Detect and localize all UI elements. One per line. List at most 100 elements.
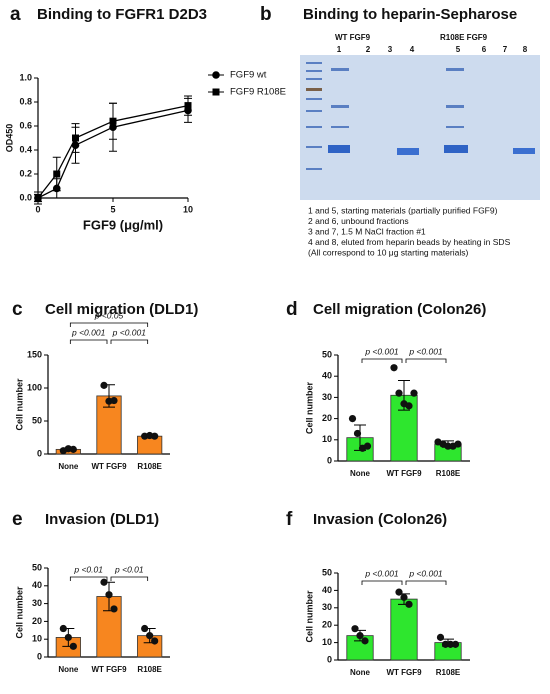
p-value: p <0.01 — [114, 564, 144, 574]
y-tick-label: 0 — [327, 654, 332, 664]
bracket — [405, 580, 447, 585]
lane-label: 8 — [523, 45, 528, 54]
y-tick-label: 0.4 — [19, 144, 32, 154]
y-tick-label: 10 — [322, 434, 332, 444]
y-axis-label: Cell number — [304, 382, 314, 435]
p-value: p <0.05 — [94, 310, 124, 320]
panel-label: b — [260, 4, 272, 25]
bracket — [110, 576, 149, 581]
y-tick-label: 0 — [327, 455, 332, 465]
gel-legend: (All correspond to 10 μg starting materi… — [308, 247, 468, 257]
y-tick-label: 40 — [32, 580, 42, 590]
data-point — [146, 632, 154, 640]
chart-title: Cell migration (Colon26) — [313, 301, 486, 318]
data-point — [151, 432, 159, 440]
point — [53, 170, 61, 178]
data-point — [390, 364, 398, 372]
x-tick-label: WT FGF9 — [91, 462, 127, 471]
data-point — [59, 624, 67, 633]
data-point — [405, 600, 413, 608]
legend-label: FGF9 R108E — [230, 87, 286, 98]
gel-title: Binding to heparin-Sepharose — [303, 6, 517, 23]
data-point — [395, 389, 403, 397]
lane-label: 5 — [456, 45, 461, 54]
data-point — [100, 578, 108, 586]
data-point — [363, 442, 372, 450]
x-tick-label: R108E — [137, 462, 162, 471]
y-axis-label: Cell number — [14, 378, 24, 431]
p-value: p <0.001 — [112, 327, 147, 337]
point — [34, 194, 42, 202]
gel-legend: 3 and 7, 1.5 M NaCl fraction #1 — [308, 226, 426, 236]
p-value: p <0.001 — [364, 568, 399, 578]
x-tick-label: WT FGF9 — [386, 668, 422, 677]
x-tick-label: None — [350, 668, 371, 677]
bracket — [361, 580, 403, 585]
chart-title: Binding to FGFR1 D2D3 — [37, 6, 207, 23]
data-point — [151, 637, 159, 645]
data-point — [446, 640, 455, 648]
panel-label: a — [10, 4, 21, 25]
legend-label: FGF9 wt — [230, 70, 267, 81]
y-tick-label: 50 — [322, 567, 332, 577]
x-tick-label: None — [58, 462, 79, 471]
y-tick-label: 100 — [27, 382, 42, 392]
gel-legend: 2 and 6, unbound fractions — [308, 216, 409, 226]
y-tick-label: 0 — [37, 651, 42, 661]
y-tick-label: 10 — [322, 637, 332, 647]
p-value: p <0.001 — [408, 568, 443, 578]
panel-label: f — [286, 509, 293, 530]
x-tick-label: R108E — [137, 665, 162, 674]
x-tick-label: None — [58, 665, 79, 674]
y-tick-label: 0.8 — [19, 96, 32, 106]
y-tick-label: 10 — [32, 634, 42, 644]
y-tick-label: 20 — [322, 413, 332, 423]
panel-label: e — [12, 509, 23, 530]
data-point — [64, 633, 72, 642]
panel-label: c — [12, 299, 23, 320]
y-tick-label: 40 — [322, 371, 332, 381]
data-point — [100, 381, 108, 389]
x-tick-label: WT FGF9 — [386, 469, 422, 478]
lane-label: 6 — [482, 45, 487, 54]
y-tick-label: 40 — [322, 585, 332, 595]
bracket — [69, 322, 149, 327]
panel-label: d — [286, 299, 298, 320]
gel-legend: 4 and 8, eluted from heparin beads by he… — [308, 237, 511, 247]
y-axis-label: Cell number — [304, 590, 314, 643]
bar — [390, 598, 418, 661]
chart-title: Cell migration (DLD1) — [45, 301, 198, 318]
y-tick-label: 30 — [322, 602, 332, 612]
point — [72, 134, 79, 142]
x-tick-label: 5 — [110, 204, 115, 214]
y-tick-label: 20 — [322, 620, 332, 630]
y-tick-label: 0.6 — [19, 120, 32, 130]
gel-image — [300, 55, 540, 200]
data-point — [353, 429, 362, 438]
bracket — [405, 358, 447, 363]
data-point — [351, 625, 359, 633]
y-tick-label: 0 — [37, 448, 42, 458]
y-tick-label: 50 — [32, 415, 42, 425]
data-point — [410, 389, 418, 397]
lane-label: 7 — [503, 45, 508, 54]
p-value: p <0.01 — [73, 564, 103, 574]
gel-group: R108E FGF9 — [440, 33, 488, 42]
p-value: p <0.001 — [408, 346, 443, 356]
p-value: p <0.001 — [71, 327, 106, 337]
data-point — [356, 632, 364, 640]
y-tick-label: 20 — [32, 616, 42, 626]
data-point — [141, 624, 149, 633]
lane-label: 1 — [337, 45, 342, 54]
data-point — [69, 642, 77, 650]
bracket — [361, 358, 403, 363]
data-point — [454, 440, 462, 448]
point — [184, 102, 192, 110]
data-point — [436, 633, 445, 641]
y-tick-label: 30 — [322, 392, 332, 402]
chart-title: Invasion (Colon26) — [313, 511, 447, 528]
data-point — [110, 396, 118, 405]
data-point — [395, 588, 403, 596]
y-tick-label: 1.0 — [19, 72, 32, 82]
